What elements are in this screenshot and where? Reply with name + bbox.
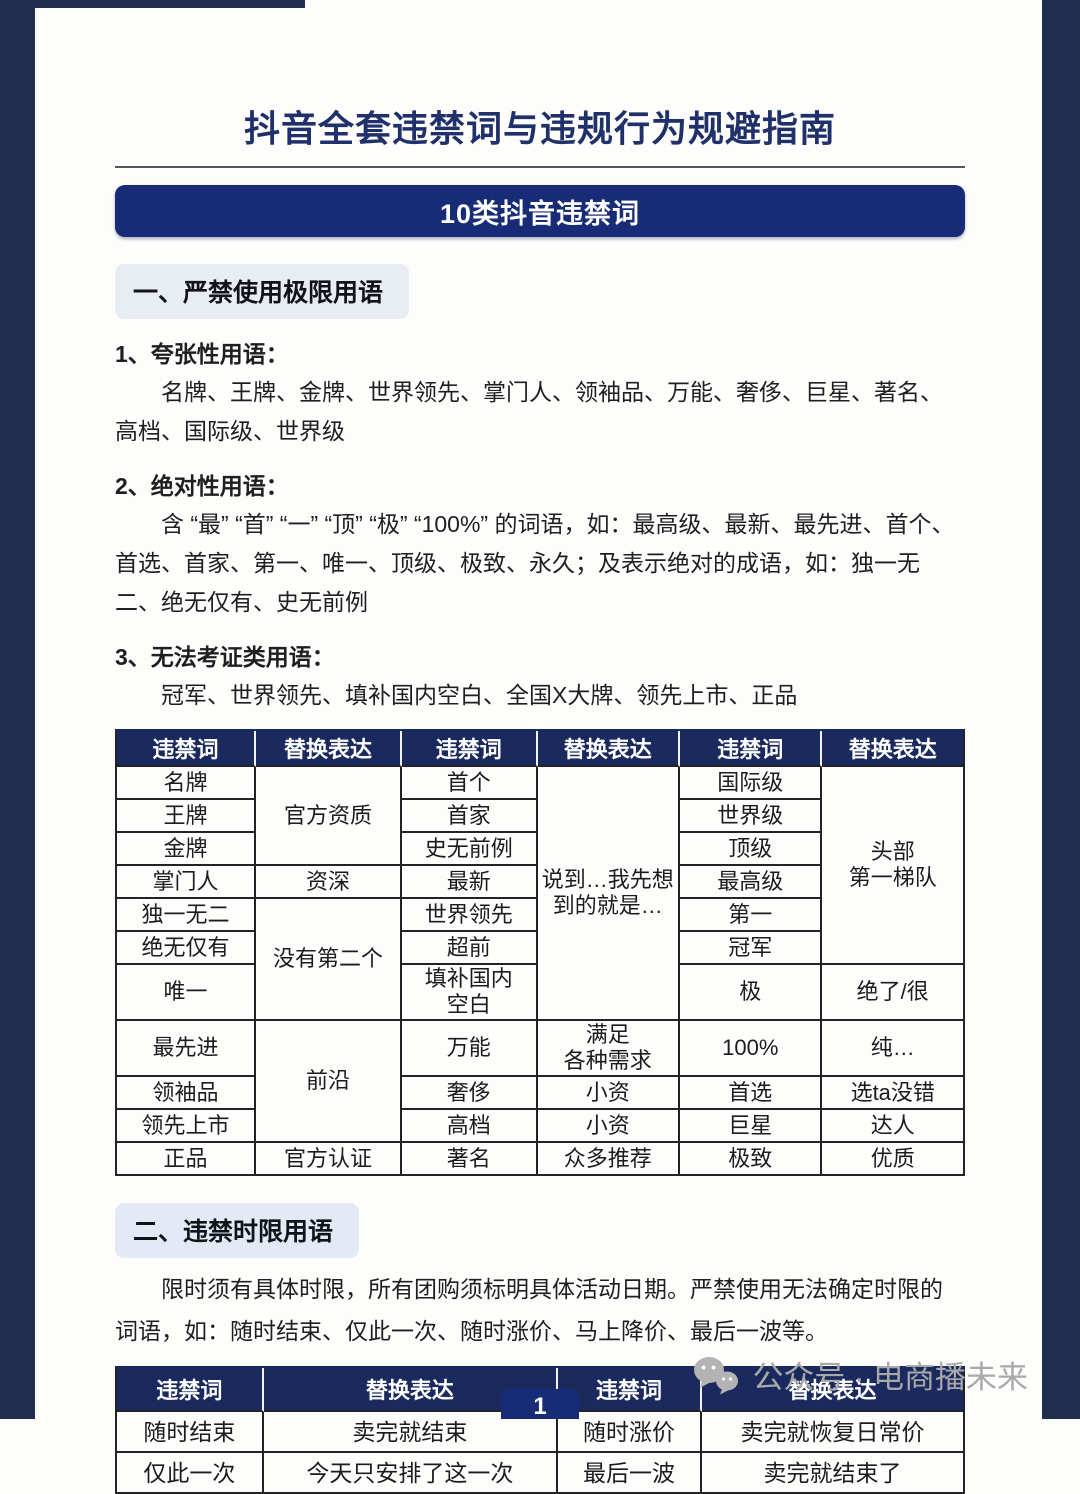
table-cell: 名牌 <box>117 767 257 800</box>
table-cell: 首选 <box>680 1077 823 1110</box>
table-header-row: 违禁词 替换表达 违禁词 替换表达 违禁词 替换表达 <box>117 731 965 767</box>
table-cell: 超前 <box>401 932 538 965</box>
table-cell: 官方资质 <box>256 767 402 866</box>
table-row: 最先进 前沿 万能 满足 各种需求 100% 纯… <box>117 1021 965 1143</box>
section1-item3-label: 3、无法考证类用语： <box>115 644 335 670</box>
col-header: 替换表达 <box>256 731 402 767</box>
table-cell: 随时结束 <box>117 1412 264 1453</box>
table-cell: 万能 <box>401 1021 538 1077</box>
table-cell: 说到…我先想 到的就是… <box>537 767 681 1021</box>
table-cell: 巨星 <box>680 1110 823 1143</box>
table-row: 领先上市 高档 小资 巨星 达人 <box>117 1110 965 1143</box>
section1-item1-text: 名牌、王牌、金牌、世界领先、掌门人、领袖品、万能、奢侈、巨星、著名、高档、国际级… <box>115 379 943 444</box>
table-cell: 顶级 <box>680 833 823 866</box>
section1-item3-text: 冠军、世界领先、填补国内空白、全国X大牌、领先上市、正品 <box>161 682 798 708</box>
title-divider <box>115 166 965 168</box>
table-cell: 纯… <box>822 1021 965 1077</box>
table-cell: 头部 第一梯队 <box>822 767 965 965</box>
table-cell: 最后一波 <box>557 1453 703 1494</box>
table-cell: 今天只安排了这一次 <box>263 1453 558 1494</box>
table-row: 唯一 填补国内 空白 极 绝了/很 <box>117 965 965 1021</box>
table-row: 独一无二 没有第二个 世界领先 第一 <box>117 899 965 1021</box>
col-header: 替换表达 <box>822 731 965 767</box>
page-right-border <box>1042 0 1080 1419</box>
watermark-text: 公众号 · 电商播未来 <box>752 1360 1028 1395</box>
table-cell: 极 <box>680 965 823 1021</box>
table-cell: 冠军 <box>680 932 823 965</box>
wechat-icon <box>694 1356 739 1394</box>
table-row: 掌门人 资深 最新 最高级 <box>117 866 965 899</box>
section2-intro: 限时须有具体时限，所有团购须标明具体活动日期。严禁使用无法确定时限的词语，如：随… <box>115 1276 943 1344</box>
section1-heading: 一、严禁使用极限用语 <box>115 264 410 319</box>
section-banner: 10类抖音违禁词 <box>115 185 965 237</box>
table-cell: 100% <box>680 1021 823 1077</box>
table-cell: 卖完就结束了 <box>702 1453 965 1494</box>
table-row: 正品 官方认证 著名 众多推荐 极致 优质 <box>117 1143 965 1176</box>
table-cell: 优质 <box>822 1143 965 1176</box>
table-cell: 王牌 <box>117 800 257 833</box>
table-cell: 奢侈 <box>401 1077 538 1110</box>
page-title: 抖音全套违禁词与违规行为规避指南 <box>243 108 836 149</box>
section1-item1-label: 1、夸张性用语： <box>115 341 289 367</box>
col-header: 违禁词 <box>117 731 257 767</box>
table-cell: 最高级 <box>680 866 823 899</box>
watermark: 公众号 · 电商播未来 <box>692 1352 1028 1397</box>
table-cell: 选ta没错 <box>822 1077 965 1110</box>
table-row: 名牌 官方资质 首个 说到…我先想 到的就是… 国际级 头部 第一梯队 <box>117 767 965 1021</box>
table-cell: 前沿 <box>256 1021 402 1143</box>
table-cell: 正品 <box>117 1143 257 1176</box>
table-row: 绝无仅有 超前 冠军 <box>117 932 965 965</box>
col-header: 违禁词 <box>557 1368 703 1412</box>
table-cell: 卖完就恢复日常价 <box>702 1412 965 1453</box>
table-cell: 没有第二个 <box>256 899 402 1021</box>
col-header: 违禁词 <box>117 1368 264 1412</box>
section1-item2-label: 2、绝对性用语： <box>115 473 289 499</box>
col-header: 违禁词 <box>401 731 538 767</box>
table-cell: 国际级 <box>680 767 823 800</box>
table-cell: 金牌 <box>117 833 257 866</box>
table-cell: 达人 <box>822 1110 965 1143</box>
section2-heading: 二、违禁时限用语 <box>115 1203 360 1258</box>
table-cell: 小资 <box>537 1110 681 1143</box>
table-cell: 资深 <box>256 866 402 899</box>
table-cell: 仅此一次 <box>117 1453 264 1494</box>
table-cell: 极致 <box>680 1143 823 1176</box>
table-cell: 唯一 <box>117 965 257 1021</box>
col-header: 替换表达 <box>537 731 681 767</box>
col-header: 违禁词 <box>680 731 823 767</box>
table-cell: 最新 <box>401 866 538 899</box>
table-cell: 最先进 <box>117 1021 257 1077</box>
table-cell: 首个 <box>401 767 538 800</box>
table-cell: 众多推荐 <box>537 1143 681 1176</box>
table-cell: 领先上市 <box>117 1110 257 1143</box>
table-cell: 填补国内 空白 <box>401 965 538 1021</box>
table-cell: 世界领先 <box>401 899 538 932</box>
table-cell: 世界级 <box>680 800 823 833</box>
page-top-border <box>0 0 305 8</box>
col-header: 替换表达 <box>702 1368 965 1412</box>
table-cell: 官方认证 <box>256 1143 402 1176</box>
table-cell: 独一无二 <box>117 899 257 932</box>
table-cell: 绝无仅有 <box>117 932 257 965</box>
table-row: 领袖品 奢侈 小资 首选 选ta没错 <box>117 1077 965 1110</box>
table-cell: 史无前例 <box>401 833 538 866</box>
page-left-border <box>0 0 35 1419</box>
table-cell: 掌门人 <box>117 866 257 899</box>
table-cell: 随时涨价 <box>557 1412 703 1453</box>
table-row: 金牌 史无前例 顶级 <box>117 833 965 866</box>
table-cell: 绝了/很 <box>822 965 965 1021</box>
table-cell: 第一 <box>680 899 823 932</box>
table-row: 仅此一次 今天只安排了这一次 最后一波 卖完就结束了 <box>117 1453 965 1494</box>
table-row: 王牌 首家 世界级 <box>117 800 965 833</box>
prohibited-words-table: 违禁词 替换表达 违禁词 替换表达 违禁词 替换表达 名牌 官方资质 首个 说到… <box>115 729 965 1176</box>
table-cell: 小资 <box>537 1077 681 1110</box>
table-cell: 首家 <box>401 800 538 833</box>
section1-item2-text: 含 “最” “首” “一” “顶” “极” “100%” 的词语，如：最高级、最… <box>115 511 955 615</box>
table-cell: 著名 <box>401 1143 538 1176</box>
table-cell: 领袖品 <box>117 1077 257 1110</box>
page-number-badge: 1 <box>501 1389 579 1420</box>
document-page: 抖音全套违禁词与违规行为规避指南 10类抖音违禁词 一、严禁使用极限用语 1、夸… <box>115 0 965 1494</box>
table-cell: 高档 <box>401 1110 538 1143</box>
table-cell: 满足 各种需求 <box>537 1021 681 1077</box>
